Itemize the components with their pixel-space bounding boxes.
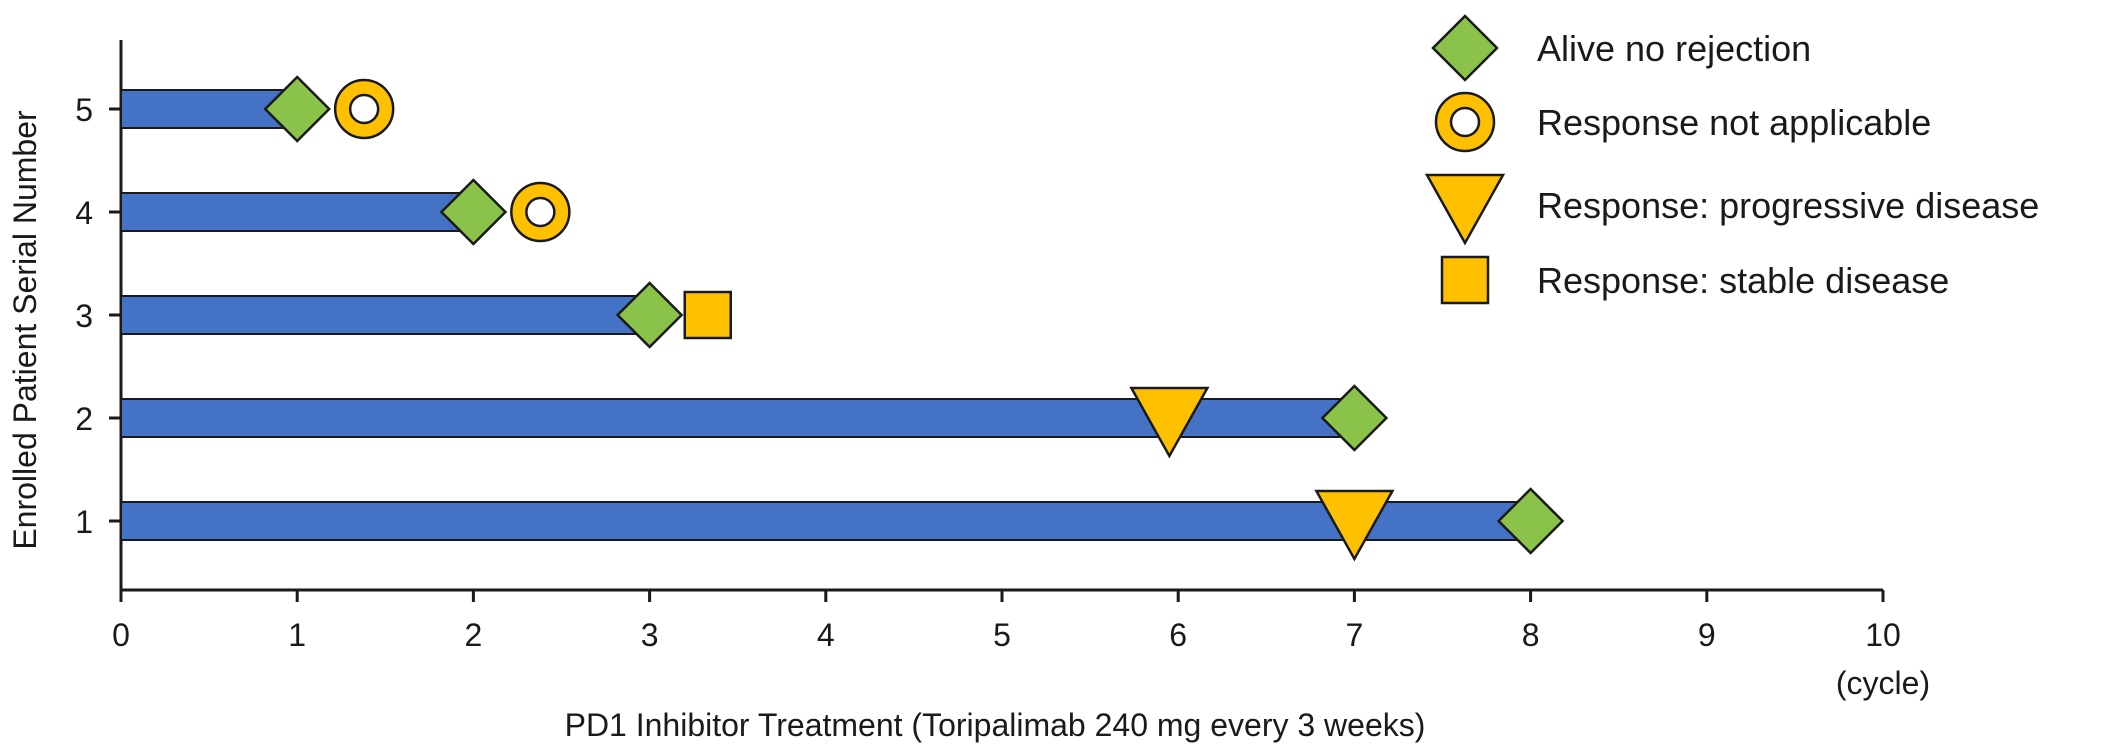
y-tick-label: 3 — [75, 298, 93, 334]
marker-progressive-patient-2 — [1129, 386, 1210, 459]
x-axis-unit: (cycle) — [1836, 665, 1930, 701]
legend-marker-alive — [1431, 14, 1499, 82]
legend-label-stable: Response: stable disease — [1537, 260, 1949, 301]
y-tick-label: 4 — [75, 195, 93, 231]
marker-not_applicable-patient-4-inner — [525, 196, 556, 228]
marker-alive-patient-1 — [1496, 487, 1565, 555]
x-tick-label: 9 — [1698, 617, 1716, 653]
x-tick-label: 5 — [993, 617, 1011, 653]
patient-bars — [120, 89, 1532, 541]
x-tick-label: 0 — [112, 617, 130, 653]
x-axis-title: PD1 Inhibitor Treatment (Toripalimab 240… — [565, 707, 1426, 743]
marker-alive-patient-5 — [263, 75, 331, 143]
y-tick-label: 1 — [75, 504, 93, 540]
legend-marker-progressive — [1424, 173, 1506, 246]
patient-bar-1 — [120, 501, 1532, 541]
y-tick-label: 5 — [75, 92, 93, 128]
patient-bar-4 — [120, 192, 475, 232]
x-tick-label: 6 — [1169, 617, 1187, 653]
marker-not_applicable-patient-5-inner — [348, 93, 380, 125]
y-tick-label: 2 — [75, 401, 93, 437]
legend-marker-not_applicable-inner — [1449, 106, 1481, 138]
marker-stable-patient-3 — [683, 290, 732, 340]
x-tick-label: 2 — [465, 617, 483, 653]
legend-marker-stable — [1440, 255, 1490, 305]
marker-progressive-patient-1 — [1314, 489, 1395, 562]
x-tick-label: 4 — [817, 617, 835, 653]
legend-label-not_applicable: Response not applicable — [1537, 102, 1931, 143]
legend: Alive no rejection Response not applicabl… — [1424, 14, 2039, 305]
legend-label-progressive: Response: progressive disease — [1537, 185, 2039, 226]
patient-bar-3 — [120, 295, 651, 335]
x-tick-label: 8 — [1522, 617, 1540, 653]
marker-alive-patient-2 — [1320, 384, 1389, 452]
y-axis-title: Enrolled Patient Serial Number — [7, 110, 43, 550]
legend-label-alive: Alive no rejection — [1537, 28, 1811, 69]
x-tick-label: 7 — [1346, 617, 1364, 653]
x-tick-label: 3 — [641, 617, 659, 653]
marker-not_applicable-patient-4 — [510, 181, 571, 243]
marker-alive-patient-4 — [439, 178, 508, 246]
x-tick-label: 10 — [1865, 617, 1901, 653]
marker-alive-patient-3 — [615, 281, 684, 349]
event-markers — [263, 75, 1565, 562]
legend-marker-not_applicable — [1434, 91, 1496, 153]
x-ticks: 0 1 2 3 4 5 6 7 8 9 10 — [112, 590, 1901, 653]
y-ticks: 1 2 3 4 5 — [75, 92, 121, 540]
marker-not_applicable-patient-5 — [333, 78, 395, 140]
x-tick-label: 1 — [288, 617, 306, 653]
